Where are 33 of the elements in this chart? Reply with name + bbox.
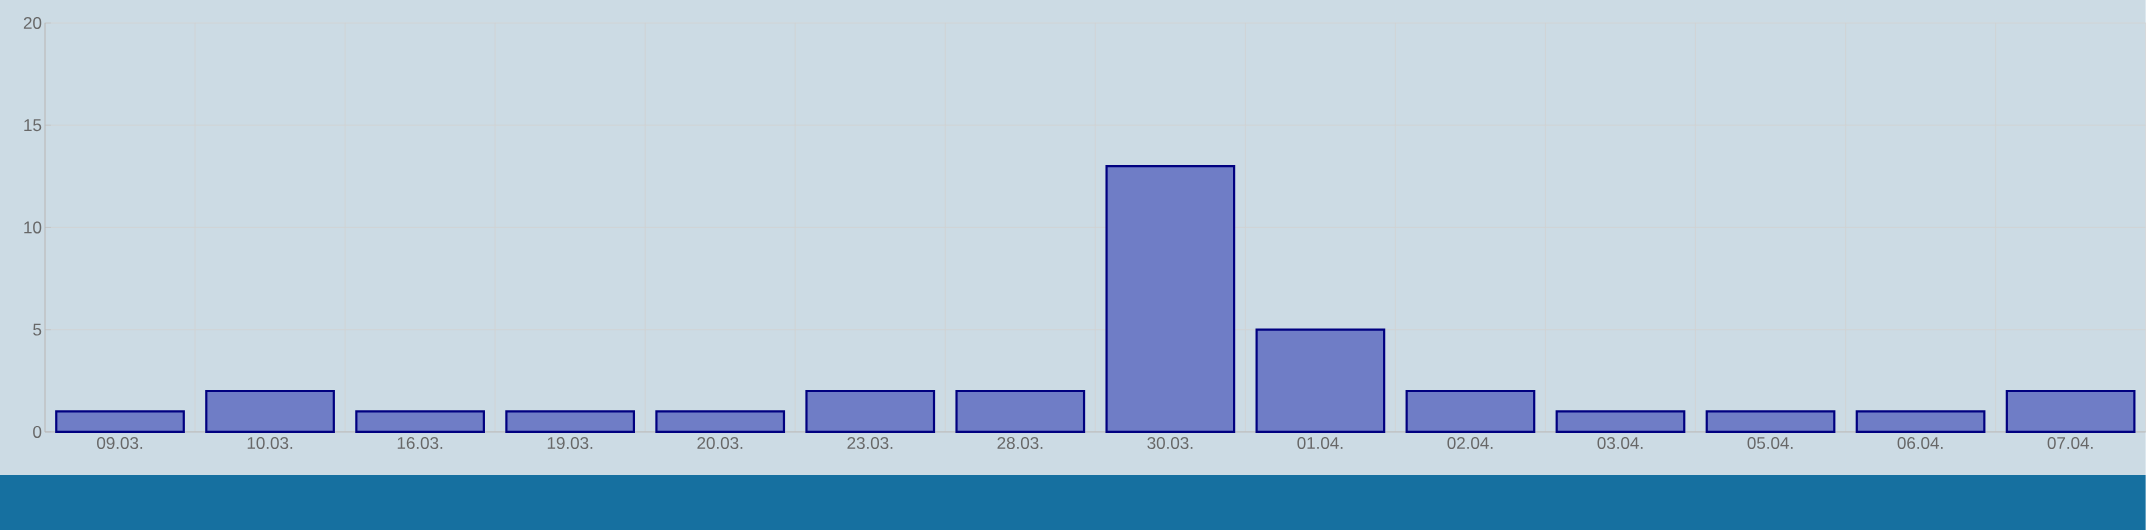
bar	[805, 389, 936, 434]
y-tick-label: 0	[33, 425, 42, 438]
x-tick-label: 07.04.	[2047, 437, 2093, 450]
bar	[1405, 389, 1536, 434]
y-tick-label: 20	[23, 17, 42, 30]
bar	[1555, 410, 1686, 434]
x-tick-label: 30.03.	[1147, 437, 1193, 450]
bar	[1705, 410, 1836, 434]
bar	[1255, 328, 1386, 434]
bar	[505, 410, 636, 434]
x-tick-label: 10.03.	[247, 437, 293, 450]
x-tick-label: 09.03.	[97, 437, 143, 450]
bar	[955, 389, 1086, 434]
x-tick-label: 23.03.	[847, 437, 893, 450]
x-tick-label: 28.03.	[997, 437, 1043, 450]
bar	[205, 389, 335, 434]
y-tick-label: 15	[24, 119, 42, 132]
bar	[355, 410, 485, 434]
bar	[655, 410, 786, 434]
x-tick-label: 20.03.	[697, 437, 743, 450]
x-tick-label: 02.04.	[1447, 437, 1493, 450]
x-tick-label: 01.04.	[1297, 437, 1343, 450]
bar	[1855, 410, 1986, 434]
y-tick-label: 5	[33, 323, 42, 336]
bar	[2005, 389, 2136, 434]
x-tick-label: 16.03.	[397, 437, 443, 450]
bar	[1105, 165, 1236, 434]
bar	[55, 410, 185, 434]
y-tick-label: 10	[24, 221, 42, 234]
x-tick-label: 19.03.	[547, 437, 593, 450]
x-tick-label: 03.04.	[1597, 437, 1643, 450]
x-tick-label: 05.04.	[1747, 437, 1793, 450]
x-tick-label: 06.04.	[1897, 437, 1943, 450]
